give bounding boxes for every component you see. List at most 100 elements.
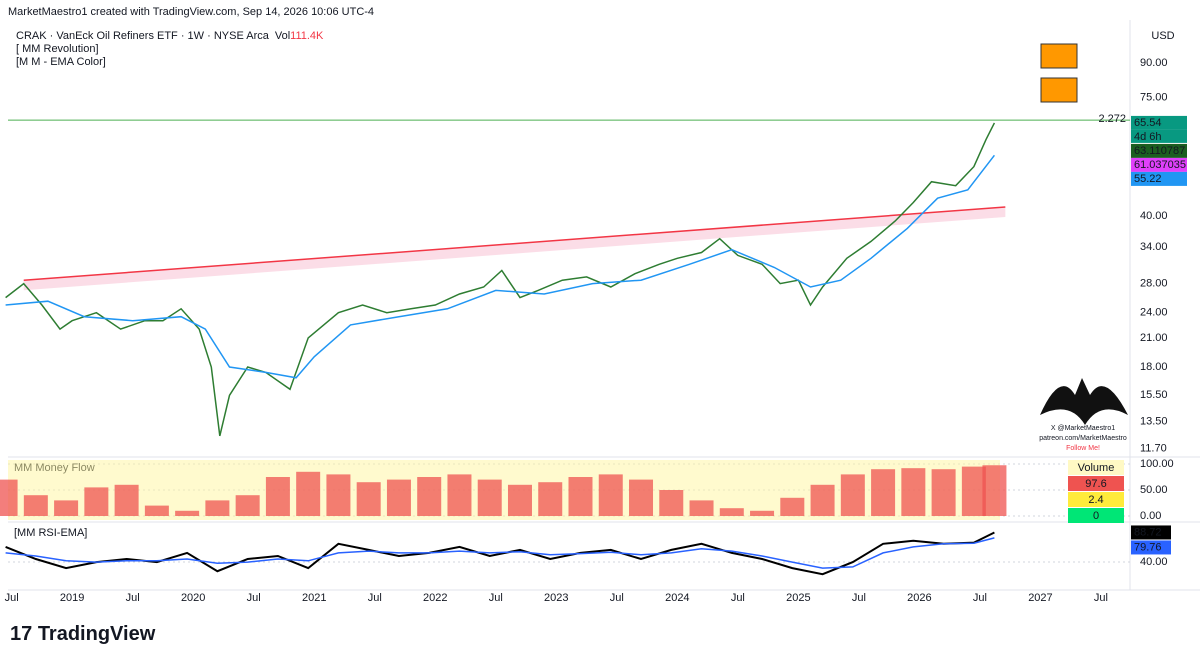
x-tick-label: 2027 [1028,592,1052,604]
x-tick-label: 2023 [544,592,568,604]
bat-logo [1040,378,1128,425]
orange-box [1040,77,1078,103]
bar [629,479,654,516]
x-tick-label: Jul [126,592,140,604]
countdown-bg [1131,129,1187,143]
series-line [5,537,995,569]
bar [931,469,956,516]
bar [538,482,563,516]
x-tick-label: 2021 [302,592,326,604]
series-line [5,154,995,379]
price-badge [1131,171,1187,186]
y-tick-label: 13.50 [1140,415,1168,427]
footer-logo: 17 TradingView [10,623,156,645]
hline-label: 2.272 [1098,113,1126,125]
x-tick-label: 2024 [665,592,689,604]
watermark: patreon.com/MarketMaestro [1039,435,1127,442]
y-tick-label: 40.00 [1140,210,1168,222]
x-tick-label: Jul [247,592,261,604]
price-badge [1131,157,1187,172]
trend-band [23,206,1006,291]
bar [386,479,411,516]
x-tick-label: 2019 [60,592,84,604]
y-tick-label: 75.00 [1140,91,1168,103]
y-tick-label: 21.00 [1140,332,1168,344]
x-tick-label: Jul [5,592,19,604]
price-badge-label: 61.037035 [1134,159,1186,171]
x-tick-label: Jul [973,592,987,604]
price-badge-label: 88.72 [1134,526,1162,538]
x-tick-label: Jul [368,592,382,604]
logo-mark: 17 [10,623,38,645]
legend-box-title: Volume [1078,462,1115,474]
bar [568,477,593,516]
bar [23,495,48,516]
bar [477,479,502,516]
bar [901,468,926,516]
bar [750,510,775,516]
x-tick-label: 2025 [786,592,810,604]
legend-box-cell [1068,508,1124,523]
trendline [23,206,1006,281]
price-badge [1131,525,1171,540]
legend-box-cell [1068,476,1124,491]
bar [689,500,714,516]
legend-box-cell [1068,492,1124,507]
bar [871,469,896,516]
bar [961,466,986,516]
bar [447,474,472,516]
price-badge [1131,115,1187,130]
currency: USD [1151,30,1174,42]
legend-box-value: 0 [1093,510,1099,522]
watermark: X @MarketMaestro1 [1051,425,1115,432]
vol-value: 111.4K [290,30,324,42]
x-tick-label: 2026 [907,592,931,604]
x-tick-label: 2020 [181,592,205,604]
bar [235,495,260,516]
bar [84,487,109,516]
y-tick-label: 11.70 [1140,442,1167,454]
symbol: CRAK · VanEck Oil Refiners ETF · 1W · NY… [16,30,270,42]
bar [114,484,139,516]
bar [54,500,79,516]
legend-box-value: 2.4 [1088,494,1103,506]
bar [417,477,442,516]
bar [840,474,865,516]
bar [326,474,351,516]
y-tick-label: 0.00 [1140,510,1161,522]
x-tick-label: Jul [731,592,745,604]
bar [296,471,321,516]
x-tick-label: Jul [489,592,503,604]
legend-box-value: 97.6 [1085,478,1106,490]
bar [719,508,744,516]
series-line [5,122,996,437]
y-tick-label: 90.00 [1140,57,1168,69]
price-badge [1131,143,1187,158]
bar [356,482,381,516]
bar [0,479,18,516]
y-tick-label: 15.50 [1140,389,1168,401]
pane-title: [MM RSI-EMA] [14,527,87,539]
price-badge-label: 79.76 [1134,541,1162,553]
countdown: 4d 6h [1134,131,1162,143]
price-badge-label: 65.54 [1134,117,1162,129]
orange-box [1040,43,1078,69]
price-badge-label: 63.110787 [1134,145,1185,157]
watermark: Follow Me! [1066,445,1100,452]
y-tick-label: 18.00 [1140,361,1168,373]
bar [982,465,1007,516]
x-tick-label: Jul [1094,592,1108,604]
bar [598,474,623,516]
price-badge [1131,540,1171,555]
bar [265,477,290,516]
header: MarketMaestro1 created with TradingView.… [8,6,374,18]
y-tick-label: 28.00 [1140,277,1168,289]
pane-background [8,460,1000,520]
y-tick-label: 50.00 [1140,484,1168,496]
bar [507,484,532,516]
price-badge-label: 55.22 [1134,173,1162,185]
bar [144,505,169,516]
bar [205,500,230,516]
legend-box-bg [1068,460,1124,475]
